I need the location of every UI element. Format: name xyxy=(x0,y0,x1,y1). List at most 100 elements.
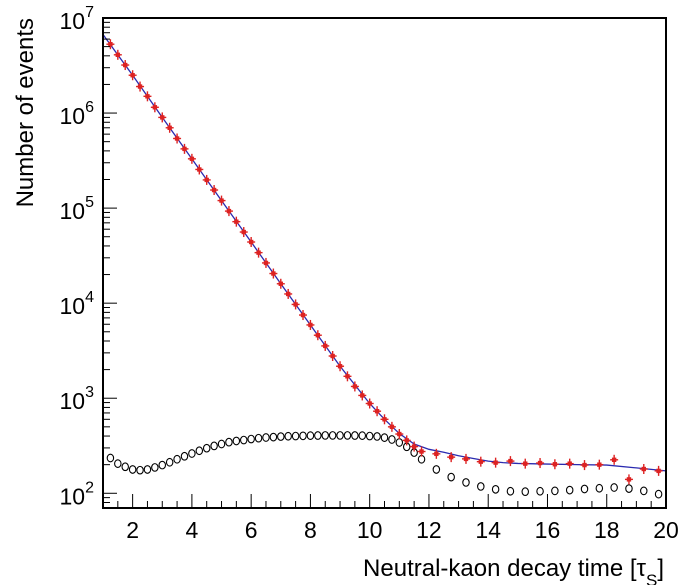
red-data-point xyxy=(276,278,285,289)
open-circle-point xyxy=(373,432,381,441)
red-point-marker xyxy=(374,409,380,414)
red-data-point xyxy=(447,452,456,463)
red-point-marker xyxy=(308,322,313,328)
red-point-marker xyxy=(234,219,239,224)
red-point-marker xyxy=(478,459,484,464)
red-data-point xyxy=(365,398,374,409)
red-data-point xyxy=(247,237,256,248)
open-circle-point xyxy=(180,451,189,461)
red-data-point xyxy=(269,268,278,279)
open-circle-point xyxy=(254,433,263,443)
open-circle-point xyxy=(306,431,315,440)
red-point-marker xyxy=(204,177,209,183)
open-circle-point xyxy=(314,431,322,440)
red-point-marker xyxy=(330,353,335,359)
red-point-marker xyxy=(108,42,113,47)
open-circle-point xyxy=(247,434,255,444)
red-data-point xyxy=(387,421,396,432)
y-tick-label: 102 xyxy=(60,479,95,509)
open-circle-point xyxy=(299,431,307,441)
red-data-point xyxy=(106,39,115,50)
open-circle-point xyxy=(536,486,544,496)
red-data-point xyxy=(476,456,485,467)
open-circle-point xyxy=(225,437,233,447)
open-circle-point xyxy=(321,431,329,440)
red-point-marker xyxy=(285,291,291,297)
y-axis-title: Number of events xyxy=(12,18,39,207)
red-data-point xyxy=(217,195,226,206)
open-circle-point xyxy=(151,463,159,472)
x-axis-title-main: Neutral-kaon decay time [τ xyxy=(363,555,646,582)
x-tick-label: 14 xyxy=(475,517,501,543)
open-circle-point xyxy=(210,441,218,451)
red-data-point xyxy=(261,257,270,268)
open-circle-point xyxy=(388,435,396,444)
x-tick-label: 18 xyxy=(594,517,620,543)
red-data-point xyxy=(595,459,604,470)
red-point-marker xyxy=(582,462,587,468)
red-data-point xyxy=(417,446,426,457)
open-circle-point xyxy=(521,487,529,497)
red-point-marker xyxy=(182,146,187,152)
open-circle-point xyxy=(188,449,196,458)
red-point-marker xyxy=(537,460,543,466)
open-circle-point xyxy=(158,460,167,470)
x-axis-ticks: 2 4 6 8 10 12 14 16 18 20 xyxy=(102,494,679,543)
open-circle-point xyxy=(277,432,285,441)
red-data-point xyxy=(165,122,174,133)
red-data-point xyxy=(180,143,189,154)
red-point-marker xyxy=(611,457,617,462)
red-data-point xyxy=(410,441,419,452)
open-circle-point xyxy=(358,431,367,440)
red-data-point xyxy=(461,453,470,464)
red-data-point xyxy=(187,153,196,164)
plot-frame xyxy=(102,17,667,509)
red-data-point xyxy=(150,102,159,113)
red-point-marker xyxy=(271,271,276,276)
red-data-point xyxy=(380,414,389,425)
red-point-marker xyxy=(263,260,269,266)
open-circle-point xyxy=(106,453,115,463)
open-circle-point xyxy=(380,433,389,442)
x-tick-label: 12 xyxy=(416,517,442,543)
open-circle-point xyxy=(291,431,300,441)
red-data-point xyxy=(328,351,337,362)
open-circle-point xyxy=(477,482,485,491)
red-data-point xyxy=(321,340,330,351)
red-point-marker xyxy=(160,115,165,120)
red-point-marker xyxy=(434,451,439,457)
red-point-marker xyxy=(463,456,469,462)
red-data-point xyxy=(158,112,167,123)
red-point-marker xyxy=(130,73,135,78)
y-tick-exponent: 5 xyxy=(85,194,94,211)
red-data-point xyxy=(358,390,367,401)
open-circle-point xyxy=(417,454,426,464)
open-circle-point xyxy=(128,465,137,474)
open-circle-point xyxy=(195,446,204,456)
y-tick-base: 10 xyxy=(60,293,86,319)
x-axis-title-close: ] xyxy=(657,555,664,582)
y-tick-exponent: 7 xyxy=(85,4,94,21)
red-data-point xyxy=(121,60,130,71)
y-tick-exponent: 3 xyxy=(85,384,94,401)
red-point-marker xyxy=(123,62,128,68)
red-point-marker xyxy=(411,444,417,449)
open-circle-point xyxy=(217,439,226,449)
red-data-point xyxy=(232,216,241,227)
open-circle-point xyxy=(491,484,500,494)
y-tick-label: 106 xyxy=(60,99,95,129)
y-tick-label: 107 xyxy=(60,4,95,34)
open-circle-point xyxy=(640,486,648,496)
red-data-point xyxy=(202,174,211,185)
open-circle-point xyxy=(462,478,470,487)
red-point-marker xyxy=(419,449,424,454)
open-circle-point xyxy=(432,465,441,474)
red-data-point xyxy=(143,91,152,102)
red-point-marker xyxy=(293,302,298,307)
open-circle-point xyxy=(595,483,604,493)
x-tick-label: 16 xyxy=(535,517,561,543)
red-point-marker xyxy=(523,461,528,466)
red-point-marker xyxy=(641,466,646,472)
red-point-marker xyxy=(241,229,246,235)
